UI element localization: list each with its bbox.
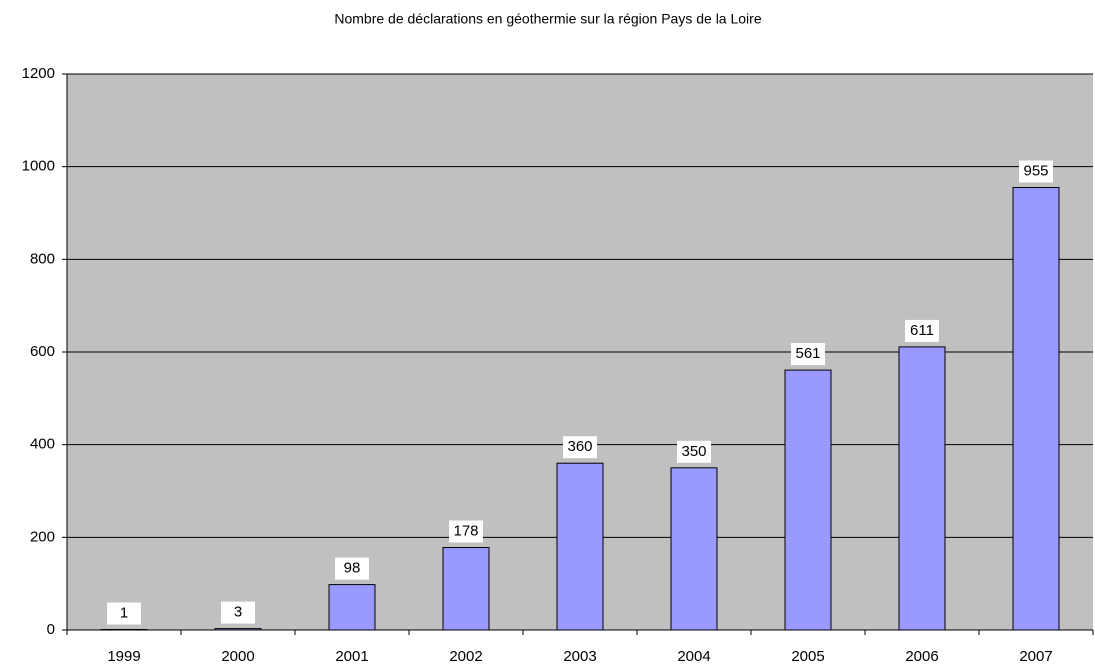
data-label-box — [563, 436, 597, 459]
data-label-box — [221, 601, 255, 624]
data-label-box — [449, 520, 483, 543]
x-tick-label: 2003 — [563, 648, 596, 665]
data-label-box — [107, 602, 141, 625]
data-label: 955 — [1023, 162, 1048, 179]
x-tick-label: 2000 — [221, 648, 254, 665]
data-label-box — [791, 343, 825, 366]
x-tick-label: 2006 — [905, 648, 938, 665]
data-label-box — [905, 319, 939, 342]
bar — [556, 462, 604, 631]
y-tick-label: 1200 — [22, 65, 55, 82]
data-label-box — [677, 440, 711, 463]
bar — [898, 346, 946, 631]
y-tick-label: 600 — [30, 343, 55, 360]
y-tick-label: 800 — [30, 250, 55, 267]
x-tick-label: 2007 — [1019, 648, 1052, 665]
data-label: 611 — [910, 322, 934, 339]
data-label: 178 — [453, 522, 478, 539]
data-label: 1 — [120, 605, 128, 622]
data-label: 360 — [567, 438, 592, 455]
x-tick-label: 2005 — [791, 648, 824, 665]
bar — [214, 628, 262, 631]
bar — [784, 369, 832, 631]
chart-title: Nombre de déclarations en géothermie sur… — [334, 11, 761, 27]
data-label-box — [335, 557, 369, 580]
bar — [328, 584, 376, 631]
data-label: 98 — [344, 560, 361, 577]
y-tick-label: 0 — [47, 621, 55, 638]
data-label: 3 — [234, 604, 242, 621]
y-tick-label: 200 — [30, 528, 55, 545]
bar — [442, 547, 490, 631]
y-tick-label: 1000 — [22, 158, 55, 175]
x-tick-label: 2004 — [677, 648, 710, 665]
x-tick-label: 2002 — [449, 648, 482, 665]
x-tick-label: 2001 — [335, 648, 368, 665]
data-label: 350 — [681, 443, 706, 460]
data-label: 561 — [795, 345, 820, 362]
data-label-box — [1019, 160, 1053, 183]
bar — [1012, 187, 1060, 631]
y-tick-label: 400 — [30, 436, 55, 453]
bar — [670, 467, 718, 631]
x-tick-label: 1999 — [107, 648, 140, 665]
